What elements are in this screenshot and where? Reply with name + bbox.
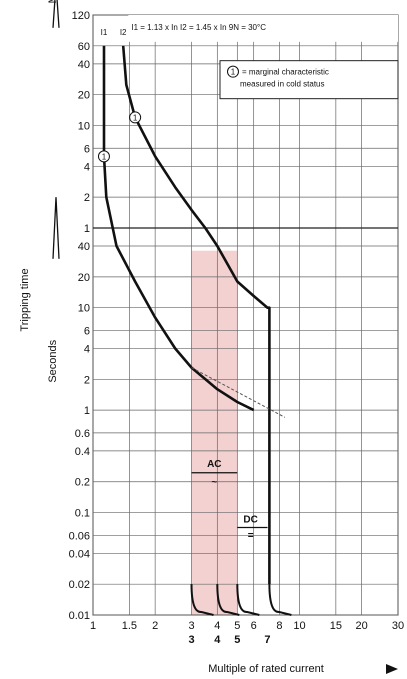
- x-tick-label: 6: [251, 620, 257, 632]
- curve-bottom-tail: [236, 584, 260, 616]
- curve-bottom-tail: [268, 584, 292, 616]
- x-tick-label: 2: [152, 620, 158, 632]
- note-box: [219, 60, 399, 100]
- i2-label: I2: [120, 28, 127, 37]
- formula-box: [128, 15, 398, 42]
- curve-marker-circle: [129, 111, 142, 124]
- x-axis-arrow: [386, 664, 398, 674]
- y-tick-label-minutes: 120: [72, 10, 90, 22]
- x-tick-label: 5: [234, 620, 240, 632]
- note-marker-label: 1: [231, 68, 236, 77]
- note-marker-circle: [227, 65, 239, 78]
- x-tick-label: 3: [188, 620, 194, 632]
- y-tick-label-minutes: 60: [78, 41, 90, 53]
- y-tick-label-minutes: 1: [84, 223, 90, 235]
- y-tick-label-seconds: 40: [78, 241, 90, 253]
- characteristic-curve-lower: [102, 45, 255, 412]
- x-tick-label: 8: [276, 620, 282, 632]
- y-tick-label-seconds: 0.02: [69, 579, 90, 591]
- x-tick-label: 1: [90, 620, 96, 632]
- y-tick-label-seconds: 0.2: [75, 477, 90, 489]
- x-axis-title: Multiple of rated current: [208, 663, 324, 675]
- y-tick-label-minutes: 6: [84, 143, 90, 155]
- ac-label: AC: [207, 459, 221, 470]
- dc-label: DC: [243, 514, 257, 525]
- seconds-arrow: [52, 197, 60, 259]
- y-tick-label-seconds: 0.4: [75, 446, 90, 458]
- curve-marker-circle: [97, 150, 110, 163]
- y-tick-label-minutes: 40: [78, 59, 90, 71]
- y-tick-label-seconds: 4: [84, 343, 90, 355]
- x-tick-label: 4: [214, 620, 220, 632]
- dc-symbol: =: [248, 530, 254, 541]
- y-unit-minutes: Minutes: [47, 0, 59, 3]
- y-tick-label-seconds: 0.01: [69, 610, 90, 622]
- y-tick-label-minutes: 4: [84, 161, 90, 173]
- y-tick-label-seconds: 0.1: [75, 508, 90, 520]
- formula-text: I1 = 1.13 x In I2 = 1.45 x In 9N = 30°C: [131, 23, 266, 32]
- y-axis-title: Tripping time: [19, 268, 31, 331]
- y-tick-label-seconds: 6: [84, 325, 90, 337]
- x-bold-label: 7: [264, 634, 270, 646]
- y-unit-seconds: Seconds: [47, 339, 59, 382]
- curve-bottom-tail: [190, 584, 214, 616]
- x-tick-label: 15: [330, 620, 342, 632]
- y-tick-label-seconds: 20: [78, 272, 90, 284]
- y-tick-label-seconds: 0.6: [75, 428, 90, 440]
- y-tick-label-seconds: 2: [84, 374, 90, 386]
- y-tick-label-minutes: 10: [78, 121, 90, 133]
- x-bold-label: 4: [214, 634, 221, 646]
- curve-marker-label: 1: [133, 113, 138, 122]
- y-tick-label-minutes: 20: [78, 90, 90, 102]
- i1-label: I1: [101, 28, 108, 37]
- minutes-arrow: [52, 0, 60, 28]
- x-tick-label: 10: [293, 620, 305, 632]
- y-tick-label-seconds: 0.06: [69, 530, 90, 542]
- y-tick-label-seconds: 0.04: [69, 548, 90, 560]
- curve-marker-label: 1: [102, 152, 107, 161]
- x-bold-label: 3: [188, 634, 194, 646]
- y-tick-label-minutes: 2: [84, 192, 90, 204]
- y-tick-label-seconds: 10: [78, 303, 90, 315]
- curve-bottom-tail: [216, 584, 240, 616]
- note-line-1: = marginal characteristic: [242, 68, 329, 77]
- dashed-transition: [191, 367, 286, 418]
- x-tick-label: 20: [356, 620, 368, 632]
- note-line-2: measured in cold status: [240, 80, 325, 89]
- x-tick-label: 1.5: [122, 620, 137, 632]
- ac-symbol: ~: [211, 477, 217, 488]
- x-tick-label: 30: [392, 620, 404, 632]
- x-bold-label: 5: [234, 634, 240, 646]
- y-tick-label-seconds: 1: [84, 405, 90, 417]
